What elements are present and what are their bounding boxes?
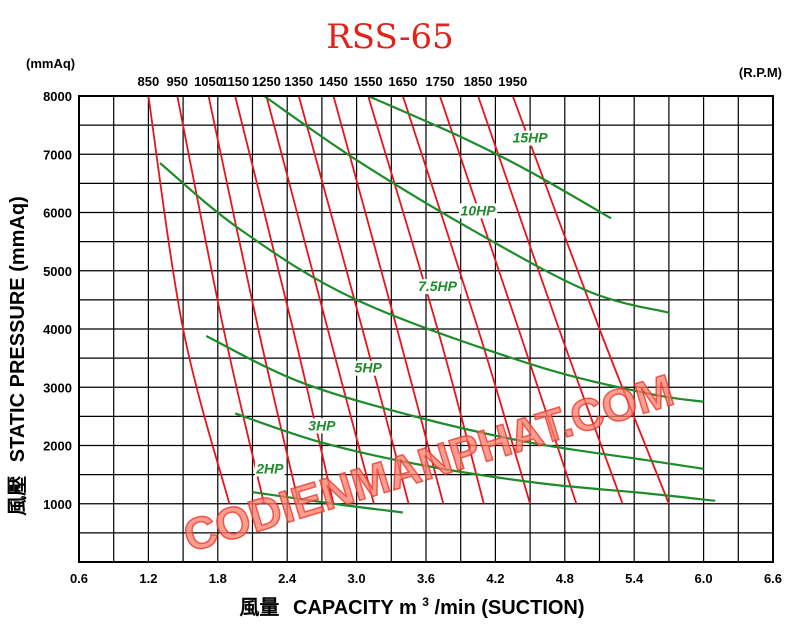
y-unit-label: (mmAq)	[26, 56, 75, 71]
rpm-curve-1450	[332, 96, 445, 504]
rpm-unit-label: (R.P.M)	[739, 65, 782, 80]
hp-label-bg	[414, 279, 462, 295]
rpm-label-1650: 1650	[388, 74, 417, 89]
hp-label-5hp: 5HP	[355, 360, 383, 376]
x-tick-label: 6.0	[695, 571, 713, 586]
hp-label-15hp: 15HP	[513, 130, 549, 146]
x-tick-label: 3.6	[417, 571, 435, 586]
plot-frame	[78, 95, 774, 563]
x-tick-label: 0.6	[70, 571, 88, 586]
hp-curve-3hp	[234, 412, 716, 502]
x-tick-labels: 0.6 1.2 1.8 2.4 3.0 3.6 4.2 4.8 5.4 6.0 6.6	[70, 571, 782, 586]
rpm-curve-850	[147, 96, 231, 504]
rpm-label-1250: 1250	[252, 74, 281, 89]
y-tick-label: 3000	[43, 380, 72, 395]
rpm-curve-1050	[207, 96, 300, 504]
rpm-curve-1750	[439, 96, 578, 505]
rpm-label-950: 950	[166, 74, 188, 89]
hp-curve-10hp	[263, 96, 670, 314]
rpm-label-1150: 1150	[221, 74, 249, 89]
rpm-label-1850: 1850	[464, 74, 493, 89]
y-tick-label: 5000	[43, 264, 72, 279]
x-tick-label: 5.4	[625, 571, 644, 586]
rpm-curve-1850	[477, 96, 624, 505]
y-axis-title-cjk: 風壓	[6, 476, 29, 516]
rpm-curve-1550	[367, 96, 485, 504]
x-tick-label: 4.8	[556, 571, 574, 586]
y-tick-labels: 1000 2000 3000 4000 5000 6000 7000 8000	[43, 89, 72, 512]
rpm-curve-950	[176, 96, 265, 504]
x-tick-label: 6.6	[764, 571, 782, 586]
rpm-label-850: 850	[138, 74, 160, 89]
hp-curve-2hp	[252, 491, 404, 514]
rpm-label-1450: 1450	[319, 74, 348, 89]
hp-label-7-5hp: 7.5HP	[418, 278, 458, 294]
y-tick-label: 6000	[43, 206, 72, 221]
hp-label-3hp: 3HP	[308, 417, 336, 433]
hp-label-bg	[254, 461, 285, 477]
x-axis-title-post: /min (SUCTION)	[435, 597, 585, 619]
rpm-curve-1150	[234, 96, 335, 504]
rpm-label-1050: 1050	[194, 74, 223, 89]
x-tick-label: 1.8	[209, 571, 227, 586]
hp-labels: 15HP 10HP 7.5HP 5HP 3HP 2HP	[254, 130, 550, 477]
y-tick-label: 7000	[43, 147, 72, 162]
chart-title: RSS-65	[326, 17, 454, 57]
y-tick-label: 2000	[43, 439, 72, 454]
hp-label-2hp: 2HP	[255, 460, 284, 476]
rpm-label-1750: 1750	[425, 74, 454, 89]
x-tick-label: 1.2	[139, 571, 157, 586]
hp-label-bg	[353, 360, 384, 376]
y-tick-label: 4000	[43, 322, 72, 337]
hp-label-bg	[510, 130, 550, 146]
rpm-curve-1650	[402, 96, 531, 505]
hp-label-10hp: 10HP	[461, 202, 497, 218]
x-tick-label: 4.2	[486, 571, 504, 586]
hp-curve-15hp	[367, 96, 612, 220]
y-tick-label: 1000	[43, 497, 72, 512]
rpm-curve-1250	[265, 96, 375, 504]
hp-curve-7-5hp	[159, 162, 704, 403]
y-tick-label: 8000	[43, 89, 72, 104]
x-tick-label: 3.0	[348, 571, 366, 586]
svg-text:風壓 STATIC PRESSURE (mmAq: 風壓 STATIC PRESSURE (mmAq)	[6, 196, 29, 516]
hp-label-bg	[458, 203, 498, 219]
rpm-label-1350: 1350	[284, 74, 313, 89]
hp-curves	[159, 96, 716, 514]
y-axis-title: 風壓 STATIC PRESSURE (mmAq)	[6, 196, 29, 516]
y-axis-title-text: STATIC PRESSURE (mmAq)	[7, 196, 29, 462]
rpm-label-1950: 1950	[498, 74, 527, 89]
x-axis-title-sup: 3	[422, 595, 429, 609]
x-tick-label: 2.4	[278, 571, 297, 586]
x-axis-title-cjk: 風量	[239, 596, 279, 619]
rpm-label-1550: 1550	[354, 74, 383, 89]
x-axis-title-pre: CAPACITY m	[293, 597, 417, 619]
hp-curve-5hp	[205, 335, 704, 470]
hp-label-bg	[307, 418, 337, 434]
x-axis-title: 風量 CAPACITY m 3 /min (SUCTION)	[239, 589, 584, 619]
